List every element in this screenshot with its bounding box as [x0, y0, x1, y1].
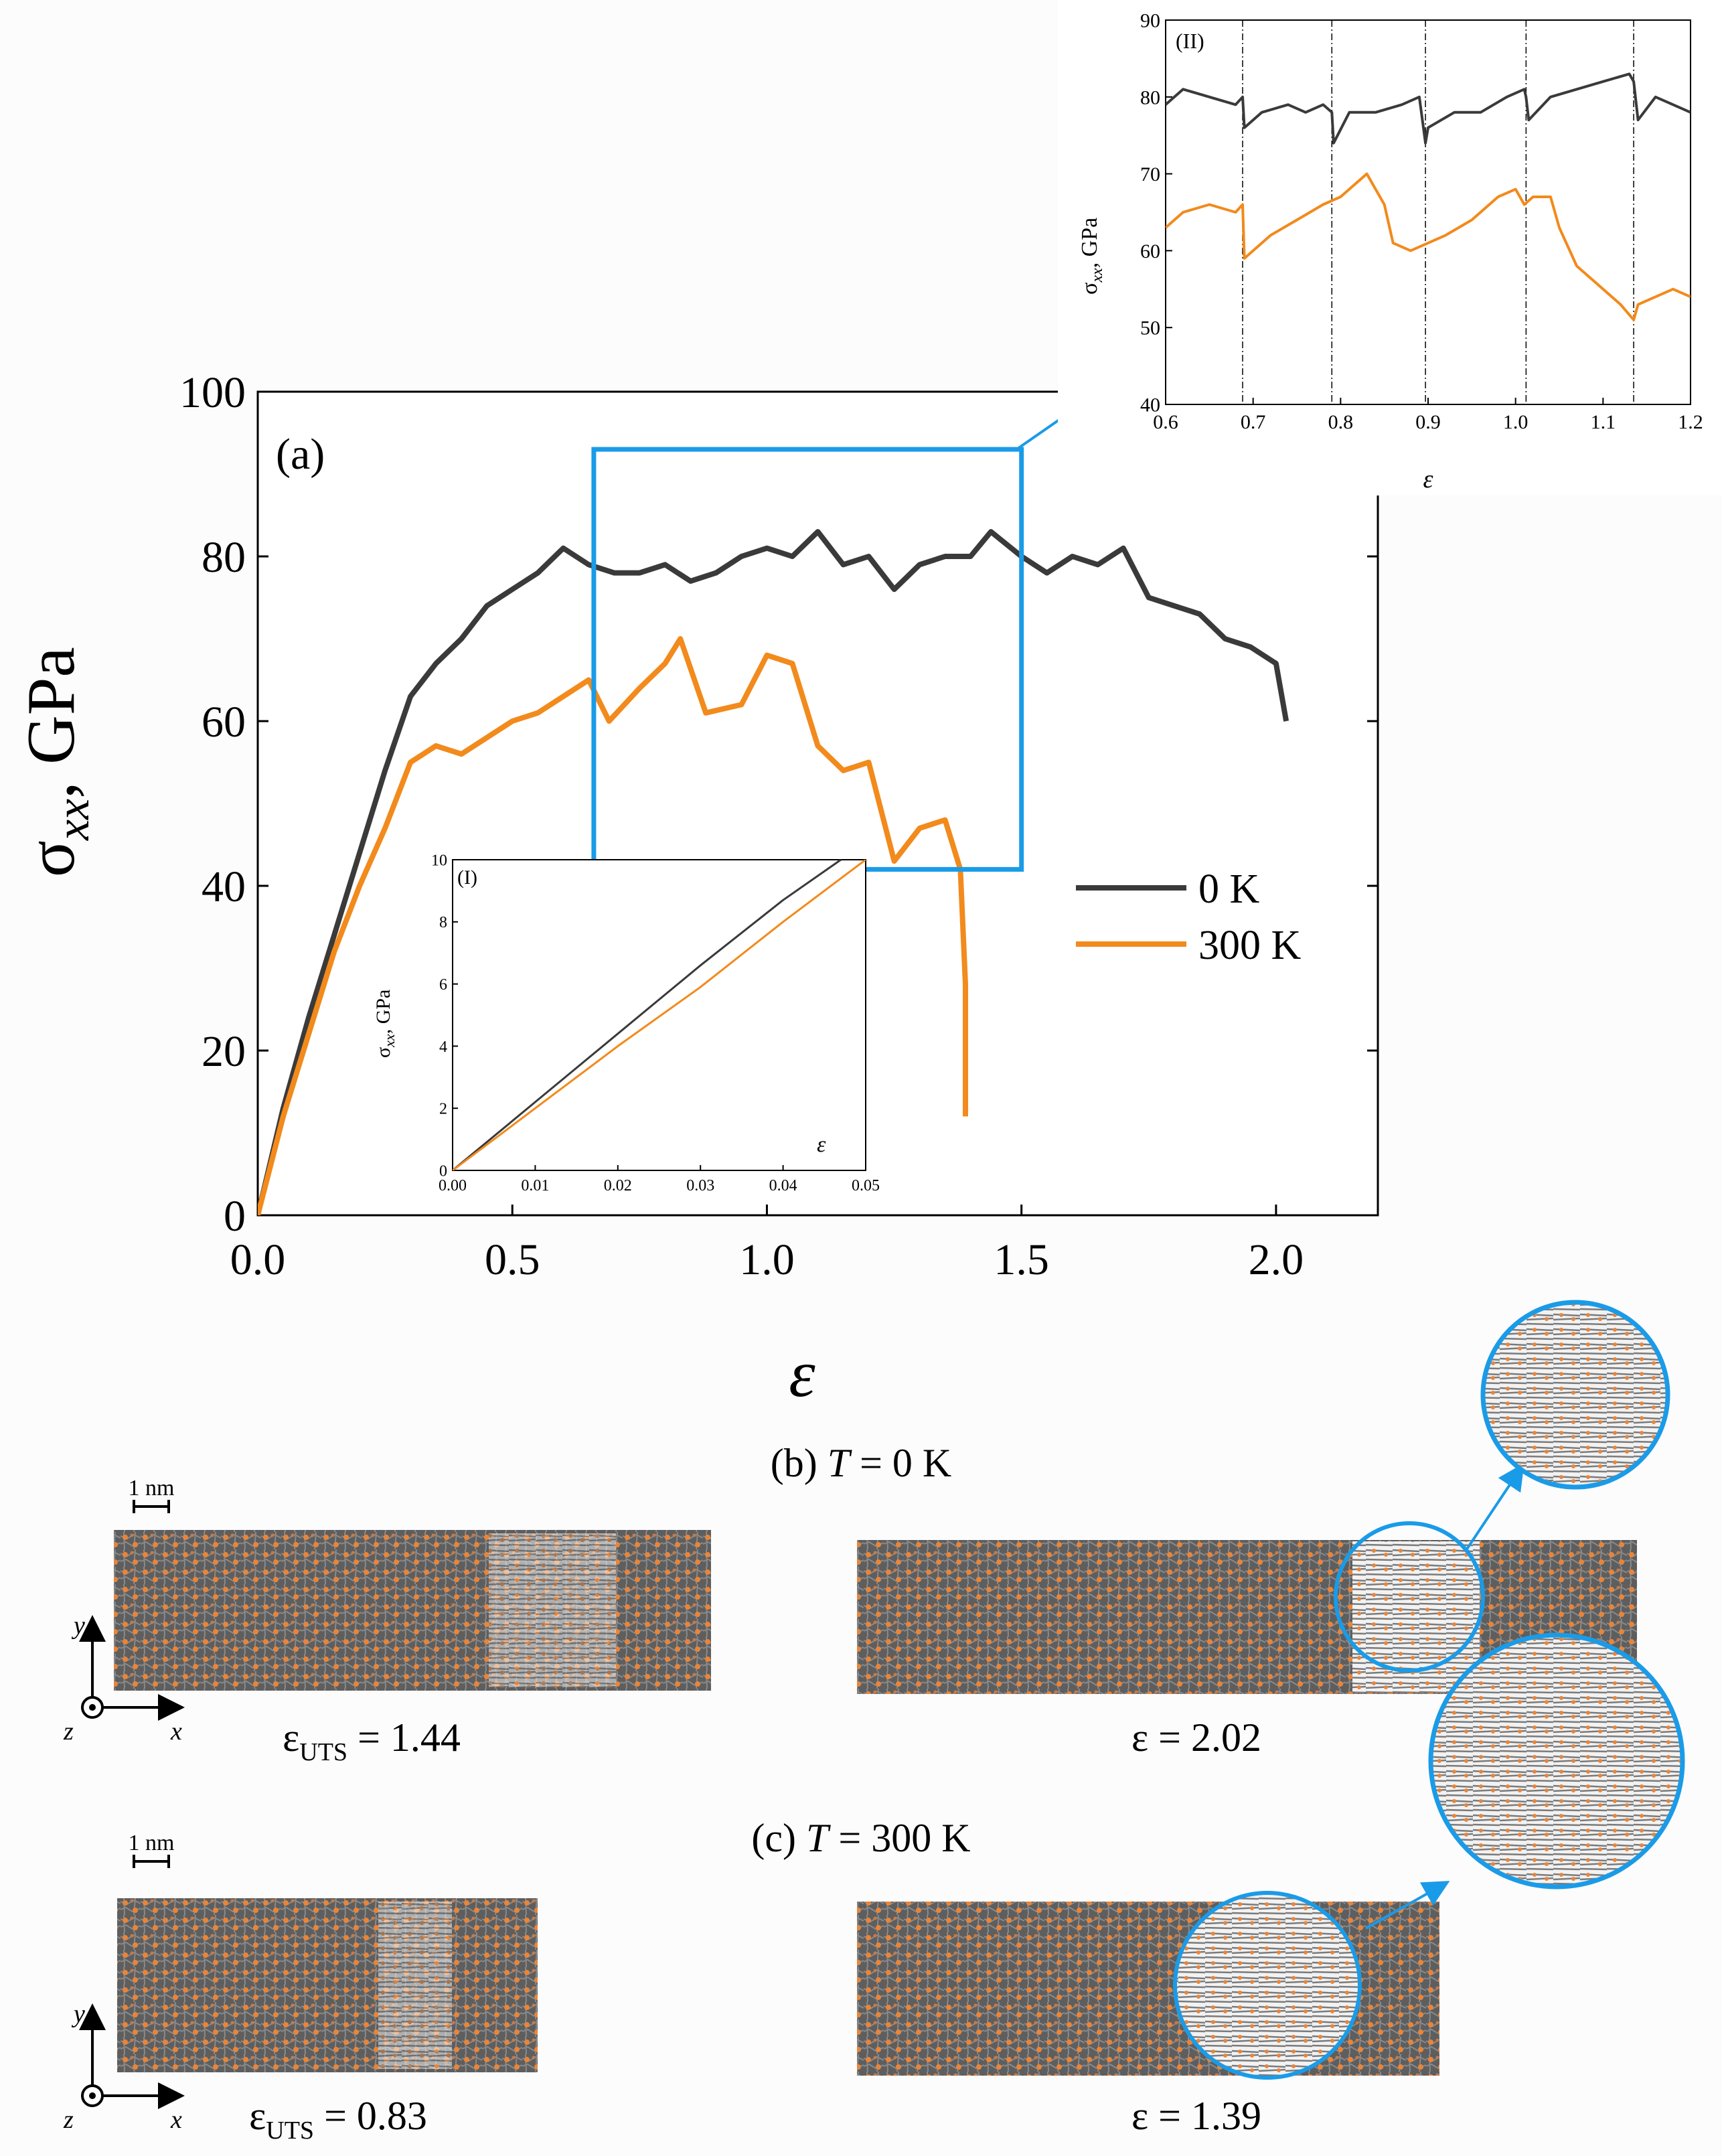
inset-I: 0.00 0.01 0.02 0.03 0.04 0.05 0 2 4 6 8 10 (I) σxx,… [372, 852, 880, 1195]
main-ylabel: σxx, GPa [13, 647, 99, 877]
inset-II-xlabel: ε [1423, 465, 1433, 493]
main-xtick-label: 1.5 [994, 1235, 1049, 1284]
inset-I-xtick-label: 0.05 [852, 1177, 880, 1195]
inset-I-ytick-label: 2 [439, 1101, 447, 1118]
inset-I-ytick-label: 0 [439, 1162, 447, 1180]
main-xtick-label: 0.5 [485, 1235, 540, 1284]
inset-I-ylabel: σxx, GPa [372, 990, 398, 1058]
legend: 0 K 300 K [1076, 866, 1302, 968]
svg-text:y: y [71, 1612, 85, 1640]
inset-II-series-0K [1166, 72, 1691, 145]
inset-I-ticks: 0.00 0.01 0.02 0.03 0.04 0.05 0 2 4 6 8 10 [431, 852, 880, 1195]
magnifier-circle-c [1173, 1891, 1362, 2080]
panel-b-title: (b) T = 0 K [771, 1441, 952, 1485]
magnifier-arrow-c [1365, 1881, 1450, 1930]
svg-text:x: x [170, 1717, 182, 1746]
inset-II-ylabel: σxx, GPa [1077, 218, 1106, 295]
label-b-left: εUTS = 1.44 [283, 1715, 461, 1766]
panel-label-a: (a) [276, 430, 325, 479]
inset-II-ytick-label: 60 [1140, 240, 1160, 262]
svg-text:y: y [71, 2000, 85, 2028]
svg-text:1 nm: 1 nm [129, 1476, 175, 1500]
panel-b: (b) T = 0 K 1 nm εUTS = 1.44 ε = 2.02 y … [63, 1300, 1670, 1766]
scale-bar-b: 1 nm [129, 1476, 175, 1513]
inset-I-ytick-label: 6 [439, 976, 447, 994]
main-series-300K [258, 636, 968, 1215]
neck-region-b-left [489, 1533, 616, 1687]
main-ytick-label: 0 [224, 1192, 246, 1241]
inset-I-ytick-label: 10 [431, 852, 447, 869]
inset-I-xtick-label: 0.04 [769, 1177, 797, 1195]
main-series-0K [258, 529, 1289, 1215]
panel-c-title: (c) T = 300 K [751, 1816, 970, 1860]
inset-II: 0.6 0.7 0.8 0.9 1.0 1.1 1.2 40 50 60 70 80 90 (II) σ… [1058, 0, 1722, 495]
inset-I-xtick-label: 0.02 [604, 1177, 632, 1195]
zoomed-view-c [1428, 1632, 1685, 1890]
inset-I-xtick-label: 0.00 [439, 1177, 467, 1195]
inset-II-plot-area [1165, 19, 1691, 405]
inset-II-ytick-label: 70 [1140, 163, 1160, 185]
main-xtick-label: 1.0 [739, 1235, 795, 1284]
main-ytick-label: 80 [202, 533, 246, 582]
svg-text:1 nm: 1 nm [129, 1831, 175, 1855]
main-ytick-label: 60 [202, 698, 246, 747]
main-xtick-label: 0.0 [230, 1235, 286, 1284]
inset-I-series-0K [453, 860, 842, 1170]
main-xtick-label: 2.0 [1249, 1235, 1304, 1284]
main-ytick-label: 100 [179, 368, 246, 417]
axes-triad-b: y x z [63, 1612, 185, 1746]
inset-II-xtick-label: 0.7 [1241, 411, 1266, 433]
inset-II-ytick-label: 80 [1140, 86, 1160, 108]
scale-bar-c: 1 nm [129, 1831, 175, 1868]
main-ytick-label: 20 [202, 1027, 246, 1076]
fracture-region-b-right [1352, 1541, 1480, 1693]
legend-label-300K: 300 K [1198, 923, 1302, 968]
inset-II-xtick-label: 0.8 [1328, 411, 1354, 433]
svg-text:x: x [170, 2106, 182, 2134]
inset-II-ytick-label: 50 [1140, 317, 1160, 339]
main-series [258, 529, 1289, 1215]
inset-II-xtick-label: 1.0 [1503, 411, 1529, 433]
label-c-right: ε = 1.39 [1131, 2094, 1261, 2138]
panel-c: (c) T = 300 K 1 nm εUTS = 0.83 ε = 1.39 … [63, 1632, 1685, 2145]
axes-triad-c: y x z [63, 2000, 185, 2134]
inset-II-ytick-label: 90 [1140, 10, 1160, 32]
panel-label-I: (I) [457, 866, 477, 889]
inset-II-xtick-label: 1.2 [1678, 411, 1703, 433]
neck-region-c-left [378, 1902, 452, 2069]
inset-II-ytick-label: 40 [1140, 394, 1160, 416]
atom-snapshot-b-left [114, 1530, 711, 1691]
svg-text:z: z [63, 2106, 74, 2134]
magnifier-arrow-b [1465, 1463, 1524, 1551]
label-b-right: ε = 2.02 [1131, 1715, 1261, 1760]
atom-snapshot-c-left [117, 1898, 538, 2072]
inset-I-series-300K [453, 860, 866, 1170]
svg-text:z: z [63, 1717, 74, 1746]
main-xlabel: ε [789, 1336, 815, 1411]
inset-II-xtick-label: 0.9 [1415, 411, 1441, 433]
legend-label-0K: 0 K [1198, 866, 1260, 912]
magnifier-circle-b [1334, 1521, 1485, 1673]
inset-II-xtick-label: 1.1 [1591, 411, 1616, 433]
inset-I-xtick-label: 0.03 [686, 1177, 714, 1195]
inset-I-xtick-label: 0.01 [521, 1177, 549, 1195]
inset-I-xlabel: ε [817, 1132, 826, 1157]
inset-I-ytick-label: 8 [439, 914, 447, 931]
zoomed-view-b [1480, 1300, 1670, 1490]
inset-I-ytick-label: 4 [439, 1038, 447, 1056]
inset-II-series-300K [1166, 172, 1691, 321]
inset-II-series [1166, 72, 1691, 321]
main-ytick-label: 40 [202, 862, 246, 911]
inset-II-ticks: 0.6 0.7 0.8 0.9 1.0 1.1 1.2 40 50 60 70 80 90 [1140, 10, 1703, 434]
inset-I-series [453, 860, 866, 1170]
panel-label-II: (II) [1176, 29, 1204, 53]
inset-II-xtick-label: 0.6 [1153, 411, 1178, 433]
label-c-left: εUTS = 0.83 [249, 2094, 427, 2145]
